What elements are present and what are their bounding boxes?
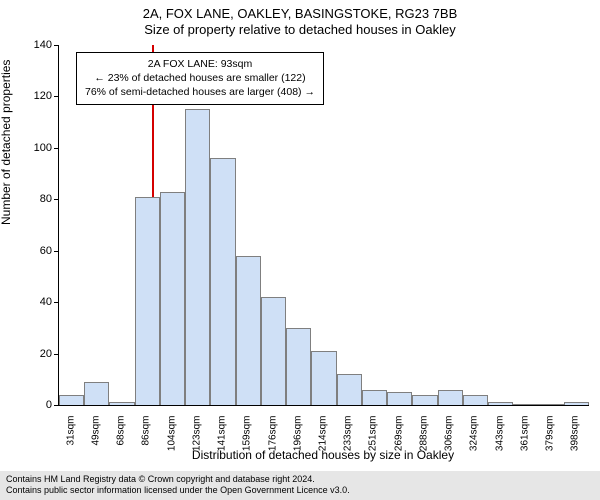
histogram-bar <box>84 382 109 405</box>
plot-area: 2A FOX LANE: 93sqm ← 23% of detached hou… <box>58 45 589 406</box>
annotation-line1: 2A FOX LANE: 93sqm <box>85 57 315 71</box>
x-tick-label: 49sqm <box>90 416 101 456</box>
y-tick-label: 140 <box>34 39 52 51</box>
histogram-bar <box>337 374 362 405</box>
y-tick-label: 100 <box>34 142 52 154</box>
histogram-bar <box>160 192 185 405</box>
annotation-line3: 76% of semi-detached houses are larger (… <box>85 85 315 99</box>
x-tick-label: 123sqm <box>191 416 202 456</box>
y-tick-mark <box>54 45 58 46</box>
annotation-box: 2A FOX LANE: 93sqm ← 23% of detached hou… <box>76 52 324 105</box>
histogram-bar <box>135 197 160 405</box>
x-tick-label: 251sqm <box>368 416 379 456</box>
annotation-line2: ← 23% of detached houses are smaller (12… <box>85 71 315 85</box>
histogram-bar <box>387 392 412 405</box>
chart-title-line2: Size of property relative to detached ho… <box>0 22 600 37</box>
histogram-bar <box>286 328 311 405</box>
x-tick-label: 361sqm <box>519 416 530 456</box>
x-tick-label: 196sqm <box>292 416 303 456</box>
histogram-bar <box>362 390 387 405</box>
x-tick-label: 379sqm <box>545 416 556 456</box>
y-tick-label: 20 <box>40 348 52 360</box>
y-tick-mark <box>54 148 58 149</box>
footer: Contains HM Land Registry data © Crown c… <box>0 471 600 500</box>
y-tick-label: 40 <box>40 296 52 308</box>
histogram-bar <box>488 402 513 405</box>
histogram-bar <box>412 395 437 405</box>
y-tick-mark <box>54 96 58 97</box>
chart-title-line1: 2A, FOX LANE, OAKLEY, BASINGSTOKE, RG23 … <box>0 6 600 21</box>
y-tick-mark <box>54 405 58 406</box>
histogram-bar <box>109 402 134 405</box>
histogram-bar <box>564 402 589 405</box>
x-tick-label: 104sqm <box>166 416 177 456</box>
histogram-bar <box>59 395 84 405</box>
x-tick-label: 269sqm <box>393 416 404 456</box>
x-tick-label: 86sqm <box>141 416 152 456</box>
x-tick-label: 306sqm <box>444 416 455 456</box>
x-tick-label: 324sqm <box>469 416 480 456</box>
x-tick-label: 233sqm <box>343 416 354 456</box>
histogram-bar <box>261 297 286 405</box>
x-tick-label: 343sqm <box>494 416 505 456</box>
x-tick-label: 176sqm <box>267 416 278 456</box>
histogram-bar <box>463 395 488 405</box>
y-tick-mark <box>54 199 58 200</box>
y-tick-mark <box>54 302 58 303</box>
histogram-bar <box>236 256 261 405</box>
chart-container: 2A, FOX LANE, OAKLEY, BASINGSTOKE, RG23 … <box>0 0 600 500</box>
y-axis-label: Number of detached properties <box>0 60 13 225</box>
histogram-bar <box>513 404 538 405</box>
y-tick-mark <box>54 354 58 355</box>
x-tick-label: 398sqm <box>570 416 581 456</box>
histogram-bar <box>438 390 463 405</box>
histogram-bar <box>539 404 564 405</box>
y-tick-label: 120 <box>34 90 52 102</box>
histogram-bar <box>311 351 336 405</box>
y-tick-label: 0 <box>46 399 52 411</box>
histogram-bar <box>185 109 210 405</box>
x-tick-label: 31sqm <box>65 416 76 456</box>
x-tick-label: 141sqm <box>217 416 228 456</box>
y-tick-mark <box>54 251 58 252</box>
y-tick-label: 60 <box>40 245 52 257</box>
x-tick-label: 288sqm <box>418 416 429 456</box>
footer-line1: Contains HM Land Registry data © Crown c… <box>6 474 594 486</box>
footer-line2: Contains public sector information licen… <box>6 485 594 497</box>
y-tick-label: 80 <box>40 193 52 205</box>
histogram-bar <box>210 158 235 405</box>
x-tick-label: 159sqm <box>242 416 253 456</box>
x-tick-label: 214sqm <box>318 416 329 456</box>
x-tick-label: 68sqm <box>116 416 127 456</box>
